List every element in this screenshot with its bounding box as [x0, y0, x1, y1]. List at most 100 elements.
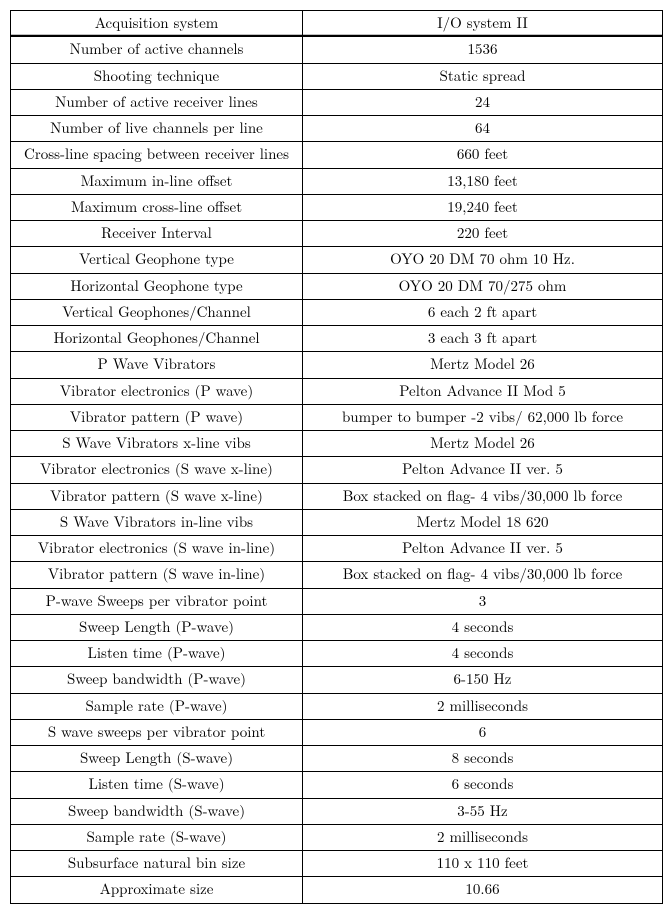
- table-body: Acquisition system I/O system II Number …: [11, 11, 663, 904]
- table-cell-param: S Wave Vibrators in-line vibs: [11, 509, 303, 535]
- table-cell-param: Vibrator pattern (S wave x-line): [11, 483, 303, 509]
- table-cell-value: 3 each 3 ft apart: [303, 326, 663, 352]
- table-header-row: Acquisition system I/O system II: [11, 11, 663, 37]
- table-row: Vertical Geophones/Channel6 each 2 ft ap…: [11, 299, 663, 325]
- table-row: Number of live channels per line64: [11, 116, 663, 142]
- table-cell-value: 6 seconds: [303, 772, 663, 798]
- acquisition-parameters-table: Acquisition system I/O system II Number …: [10, 10, 663, 904]
- table-cell-value: 10.66: [303, 877, 663, 903]
- table-row: Maximum in-line offset13,180 feet: [11, 168, 663, 194]
- table-cell-value: 6: [303, 719, 663, 745]
- table-cell-param: Vibrator electronics (S wave in-line): [11, 536, 303, 562]
- table-cell-param: Sweep Length (P-wave): [11, 614, 303, 640]
- table-cell-param: Listen time (S-wave): [11, 772, 303, 798]
- table-row: Vibrator pattern (S wave in-line)Box sta…: [11, 562, 663, 588]
- table-row: Sweep Length (P-wave)4 seconds: [11, 614, 663, 640]
- table-cell-value: Pelton Advance II ver. 5: [303, 457, 663, 483]
- table-cell-param: S wave sweeps per vibrator point: [11, 719, 303, 745]
- table-row: P Wave VibratorsMertz Model 26: [11, 352, 663, 378]
- table-cell-value: Static spread: [303, 63, 663, 89]
- table-cell-param: Horizontal Geophones/Channel: [11, 326, 303, 352]
- table-cell-param: Sample rate (P-wave): [11, 693, 303, 719]
- table-row: Cross-line spacing between receiver line…: [11, 142, 663, 168]
- table-cell-param: Sample rate (S-wave): [11, 824, 303, 850]
- table-row: Horizontal Geophones/Channel3 each 3 ft …: [11, 326, 663, 352]
- table-row: Vibrator electronics (S wave x-line)Pelt…: [11, 457, 663, 483]
- table-cell-value: 4 seconds: [303, 641, 663, 667]
- table-cell-value: Mertz Model 18 620: [303, 509, 663, 535]
- table-cell-value: 6 each 2 ft apart: [303, 299, 663, 325]
- table-row: Sweep bandwidth (S-wave)3-55 Hz: [11, 798, 663, 824]
- table-cell-param: Number of active channels: [11, 37, 303, 63]
- table-row: Number of active receiver lines24: [11, 89, 663, 115]
- table-row: S wave sweeps per vibrator point6: [11, 719, 663, 745]
- table-cell-value: 19,240 feet: [303, 194, 663, 220]
- table-cell-param: Vertical Geophones/Channel: [11, 299, 303, 325]
- table-row: Listen time (P-wave)4 seconds: [11, 641, 663, 667]
- table-header-left: Acquisition system: [11, 11, 303, 37]
- table-cell-value: 6-150 Hz: [303, 667, 663, 693]
- table-cell-param: Approximate size: [11, 877, 303, 903]
- table-row: Vibrator electronics (S wave in-line)Pel…: [11, 536, 663, 562]
- table-cell-value: 110 x 110 feet: [303, 851, 663, 877]
- table-row: S Wave Vibrators x-line vibsMertz Model …: [11, 431, 663, 457]
- table-cell-value: Pelton Advance II ver. 5: [303, 536, 663, 562]
- table-cell-value: 24: [303, 89, 663, 115]
- table-cell-value: 660 feet: [303, 142, 663, 168]
- table-cell-value: 3-55 Hz: [303, 798, 663, 824]
- table-cell-param: P-wave Sweeps per vibrator point: [11, 588, 303, 614]
- table-cell-value: Box stacked on flag- 4 vibs/30,000 lb fo…: [303, 483, 663, 509]
- table-cell-value: 1536: [303, 37, 663, 63]
- table-cell-param: S Wave Vibrators x-line vibs: [11, 431, 303, 457]
- table-cell-value: 2 milliseconds: [303, 824, 663, 850]
- table-cell-param: Horizontal Geophone type: [11, 273, 303, 299]
- table-cell-value: Box stacked on flag- 4 vibs/30,000 lb fo…: [303, 562, 663, 588]
- table-row: Subsurface natural bin size110 x 110 fee…: [11, 851, 663, 877]
- table-cell-value: 8 seconds: [303, 746, 663, 772]
- table-cell-value: 64: [303, 116, 663, 142]
- table-row: Receiver Interval220 feet: [11, 221, 663, 247]
- table-row: Vertical Geophone typeOYO 20 DM 70 ohm 1…: [11, 247, 663, 273]
- table-row: Horizontal Geophone typeOYO 20 DM 70/275…: [11, 273, 663, 299]
- table-row: Vibrator pattern (S wave x-line)Box stac…: [11, 483, 663, 509]
- table-cell-value: 13,180 feet: [303, 168, 663, 194]
- table-row: Number of active channels1536: [11, 37, 663, 63]
- table-row: P-wave Sweeps per vibrator point3: [11, 588, 663, 614]
- table-cell-param: Maximum in-line offset: [11, 168, 303, 194]
- table-row: Sweep Length (S-wave)8 seconds: [11, 746, 663, 772]
- table-cell-param: Vibrator pattern (S wave in-line): [11, 562, 303, 588]
- table-cell-param: Subsurface natural bin size: [11, 851, 303, 877]
- table-cell-value: OYO 20 DM 70 ohm 10 Hz.: [303, 247, 663, 273]
- table-cell-param: P Wave Vibrators: [11, 352, 303, 378]
- table-cell-value: Mertz Model 26: [303, 431, 663, 457]
- table-row: Maximum cross-line offset19,240 feet: [11, 194, 663, 220]
- table-cell-param: Receiver Interval: [11, 221, 303, 247]
- table-cell-value: 4 seconds: [303, 614, 663, 640]
- table-cell-param: Number of live channels per line: [11, 116, 303, 142]
- table-cell-value: bumper to bumper -2 vibs/ 62,000 lb forc…: [303, 404, 663, 430]
- table-cell-param: Sweep bandwidth (P-wave): [11, 667, 303, 693]
- table-cell-param: Shooting technique: [11, 63, 303, 89]
- table-row: Vibrator pattern (P wave)bumper to bumpe…: [11, 404, 663, 430]
- table-cell-param: Listen time (P-wave): [11, 641, 303, 667]
- table-row: Sample rate (S-wave)2 milliseconds: [11, 824, 663, 850]
- table-cell-value: Pelton Advance II Mod 5: [303, 378, 663, 404]
- table-cell-value: Mertz Model 26: [303, 352, 663, 378]
- table-cell-value: 220 feet: [303, 221, 663, 247]
- table-row: Sample rate (P-wave)2 milliseconds: [11, 693, 663, 719]
- table-row: Sweep bandwidth (P-wave)6-150 Hz: [11, 667, 663, 693]
- table-cell-param: Sweep bandwidth (S-wave): [11, 798, 303, 824]
- table-header-right: I/O system II: [303, 11, 663, 37]
- table-row: Shooting techniqueStatic spread: [11, 63, 663, 89]
- table-cell-param: Maximum cross-line offset: [11, 194, 303, 220]
- table-cell-param: Cross-line spacing between receiver line…: [11, 142, 303, 168]
- table-cell-param: Vibrator electronics (S wave x-line): [11, 457, 303, 483]
- table-cell-value: 3: [303, 588, 663, 614]
- table-cell-param: Vertical Geophone type: [11, 247, 303, 273]
- table-cell-param: Vibrator pattern (P wave): [11, 404, 303, 430]
- table-cell-param: Sweep Length (S-wave): [11, 746, 303, 772]
- table-cell-param: Vibrator electronics (P wave): [11, 378, 303, 404]
- table-row: Listen time (S-wave)6 seconds: [11, 772, 663, 798]
- table-cell-value: 2 milliseconds: [303, 693, 663, 719]
- table-row: Vibrator electronics (P wave)Pelton Adva…: [11, 378, 663, 404]
